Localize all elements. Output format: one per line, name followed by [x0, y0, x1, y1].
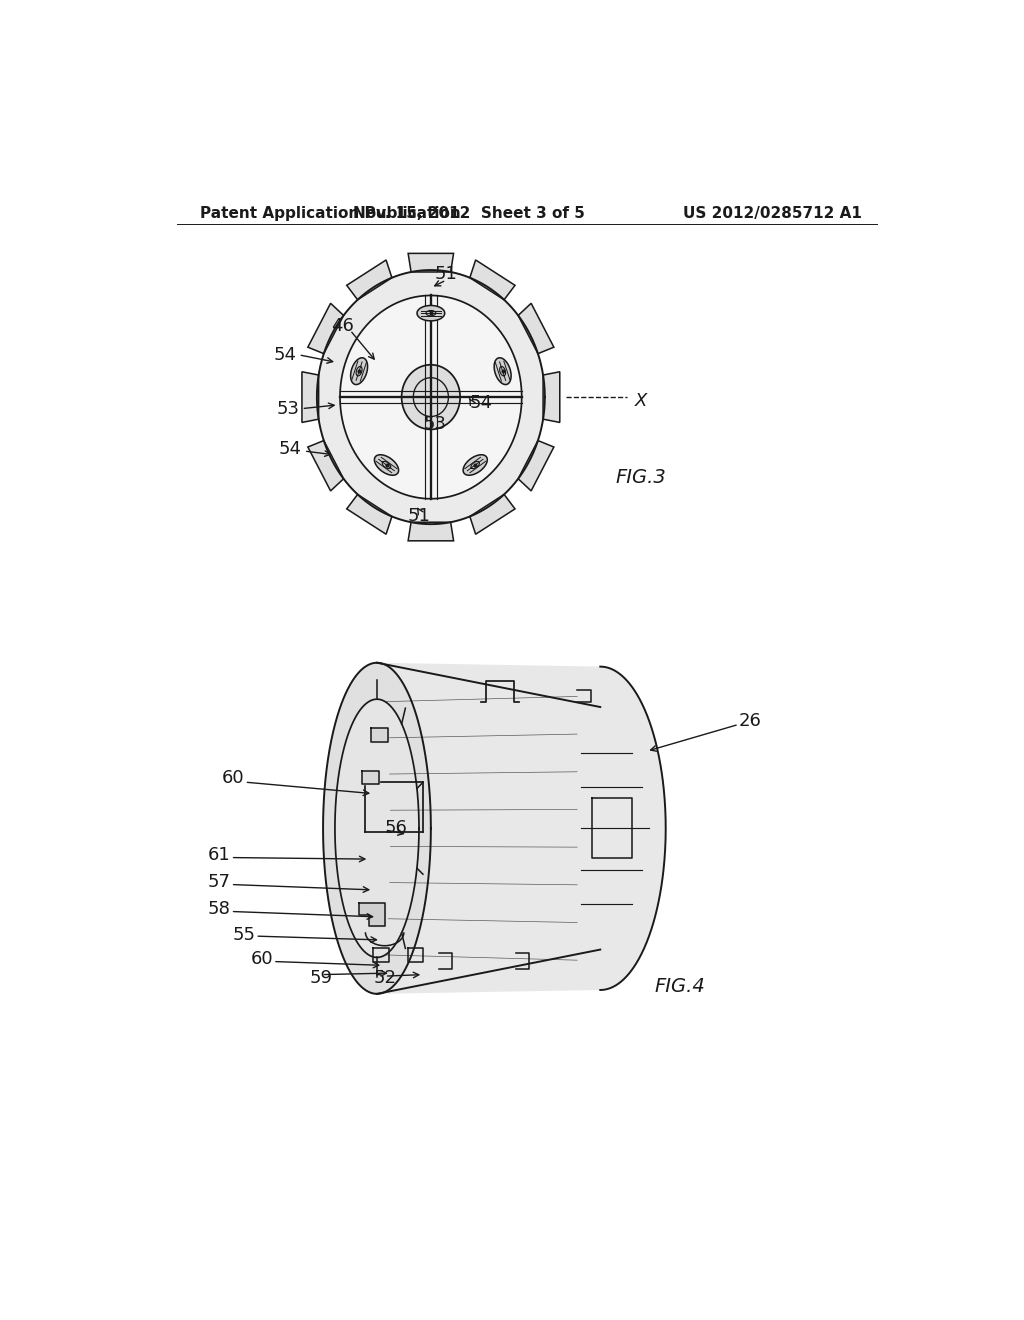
Text: FIG.4: FIG.4: [654, 977, 705, 995]
Polygon shape: [401, 364, 460, 429]
Text: 46: 46: [331, 317, 353, 335]
Text: 51: 51: [435, 265, 458, 282]
Text: 52: 52: [373, 969, 396, 987]
Text: FIG.3: FIG.3: [615, 469, 667, 487]
Text: 57: 57: [208, 874, 230, 891]
Polygon shape: [350, 358, 368, 384]
Text: 55: 55: [232, 925, 255, 944]
Text: Patent Application Publication: Patent Application Publication: [200, 206, 461, 222]
Text: 53: 53: [423, 414, 446, 433]
Polygon shape: [543, 372, 560, 422]
Polygon shape: [359, 903, 385, 927]
Polygon shape: [335, 700, 419, 957]
Polygon shape: [470, 260, 515, 300]
Text: 60: 60: [222, 770, 245, 787]
Polygon shape: [302, 372, 318, 422]
Text: 56: 56: [385, 820, 408, 837]
Text: 54: 54: [273, 346, 296, 364]
Polygon shape: [347, 495, 392, 535]
Polygon shape: [518, 441, 554, 491]
Text: 54: 54: [279, 441, 301, 458]
Polygon shape: [463, 455, 487, 475]
Polygon shape: [361, 771, 379, 784]
Text: 26: 26: [739, 711, 762, 730]
Text: 59: 59: [310, 969, 333, 987]
Text: 53: 53: [276, 400, 300, 417]
Polygon shape: [409, 253, 454, 272]
Polygon shape: [371, 729, 388, 742]
Text: 58: 58: [208, 900, 230, 919]
Polygon shape: [340, 296, 521, 499]
Polygon shape: [470, 495, 515, 535]
Text: US 2012/0285712 A1: US 2012/0285712 A1: [683, 206, 862, 222]
Text: 51: 51: [408, 507, 431, 525]
Polygon shape: [347, 260, 392, 300]
Polygon shape: [417, 305, 444, 321]
Polygon shape: [518, 304, 554, 354]
Text: 60: 60: [251, 950, 273, 968]
Polygon shape: [377, 663, 666, 994]
Text: 61: 61: [208, 846, 230, 865]
Polygon shape: [409, 523, 454, 541]
Text: X: X: [635, 392, 647, 411]
Polygon shape: [316, 271, 545, 524]
Text: Nov. 15, 2012  Sheet 3 of 5: Nov. 15, 2012 Sheet 3 of 5: [353, 206, 586, 222]
Text: 54: 54: [469, 395, 493, 412]
Polygon shape: [308, 304, 344, 354]
Polygon shape: [495, 358, 511, 384]
Polygon shape: [308, 441, 344, 491]
Polygon shape: [335, 700, 419, 957]
Polygon shape: [323, 663, 431, 994]
Polygon shape: [375, 455, 398, 475]
